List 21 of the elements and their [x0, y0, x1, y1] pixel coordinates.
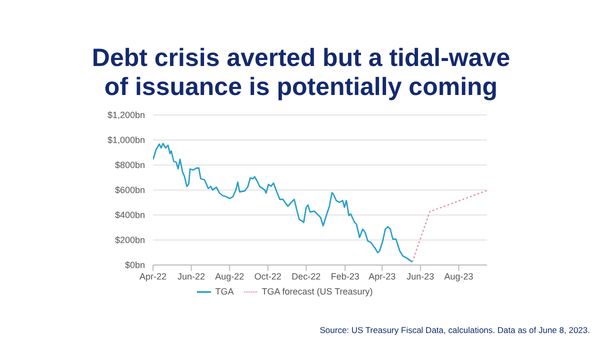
legend-label: TGA forecast (US Treasury) [262, 286, 373, 296]
x-tick-label: Feb-23 [330, 271, 360, 282]
y-tick-label: $1,200bn [107, 110, 145, 120]
source-note: Source: US Treasury Fiscal Data, calculations. Data as of June 8, 2023. [318, 325, 591, 335]
line-series [153, 142, 413, 263]
x-tick-label: Aug-22 [215, 271, 244, 282]
x-tick-label: Apr-23 [368, 271, 396, 282]
x-tick-label: Dec-22 [292, 271, 321, 282]
y-tick-label: $1,000bn [107, 135, 145, 146]
x-tick-label: Jun-22 [178, 271, 206, 282]
x-tick-label: Oct-22 [254, 271, 282, 282]
y-tick-label: $400bn [114, 210, 145, 220]
x-tick-label: Apr-22 [139, 271, 167, 282]
x-tick-label: Aug-23 [444, 271, 474, 282]
y-tick-label: $200bn [114, 235, 145, 246]
legend-label: TGA [215, 286, 234, 296]
chart-title: Debt crisis averted but a tidal-wave of issuance is potentially coming [90, 44, 512, 102]
y-tick-label: $0bn [124, 260, 145, 270]
y-tick-label: $600bn [114, 185, 145, 196]
x-tick-label: Jun-23 [406, 271, 434, 282]
y-tick-label: $800bn [114, 160, 145, 170]
